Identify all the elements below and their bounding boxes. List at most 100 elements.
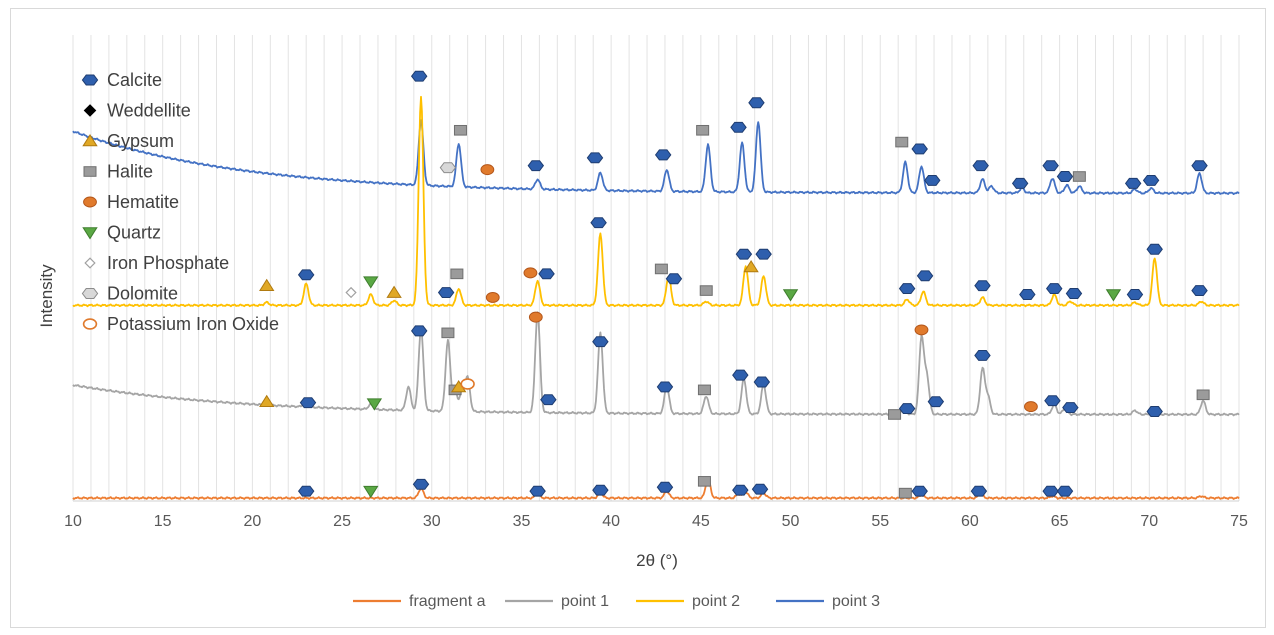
phase-marker-hexagon: [1056, 485, 1074, 497]
phase-legend-marker: [82, 134, 98, 147]
phase-marker-hexagon: [1062, 402, 1079, 414]
series-legend-label: point 2: [692, 593, 740, 610]
phase-marker-triangle-down: [782, 289, 799, 302]
phase-marker-square: [1196, 389, 1210, 401]
phase-legend-label: Dolomite: [107, 284, 178, 304]
phase-marker-diamond-open: [345, 286, 357, 299]
phase-marker-hexagon: [412, 478, 430, 490]
series-legend: fragment a point 1 point 2 point 3: [353, 593, 880, 610]
phase-marker-hexagon: [1042, 485, 1059, 497]
phase-marker-hexagon: [1124, 177, 1142, 189]
phase-marker-ellipse: [528, 311, 543, 323]
x-axis-title: 2θ (°): [636, 551, 678, 570]
phase-marker-ellipse: [523, 267, 538, 279]
phase-marker-square: [898, 487, 912, 499]
phase-legend-label: Quartz: [107, 223, 161, 243]
phase-marker-hexagon: [656, 381, 674, 393]
phase-legend-marker: [81, 74, 99, 86]
phase-marker-hexagon: [898, 283, 916, 295]
phase-marker-triangle-down: [366, 398, 383, 411]
x-tick-label: 60: [961, 513, 979, 530]
phase-marker-square: [697, 384, 711, 396]
series-legend-label: point 1: [561, 593, 609, 610]
phase-marker-hexagon: [753, 376, 771, 388]
x-tick-label: 15: [154, 513, 172, 530]
phase-marker-hexagon: [538, 268, 555, 280]
phase-legend-marker: [83, 196, 97, 208]
phase-marker-hexagon: [730, 121, 747, 133]
phase-marker-hexagon: [410, 325, 428, 337]
x-tick-label: 30: [423, 513, 441, 530]
phase-marker-hexagon: [1019, 289, 1036, 300]
phase-marker-hexagon: [437, 287, 455, 298]
phase-marker-hexagon: [735, 248, 753, 260]
phase-marker-hexagon: [1191, 160, 1208, 172]
phase-marker-square: [450, 268, 464, 280]
phase-marker-triangle-down: [363, 276, 379, 289]
phase-marker-square: [888, 409, 902, 420]
phase-marker-square: [697, 476, 711, 487]
x-tick-label: 25: [333, 513, 351, 530]
phase-legend-marker: [82, 318, 98, 330]
phase-legend-label: Calcite: [107, 70, 162, 90]
phase-marker-hexagon: [410, 70, 428, 82]
phase-marker-hexagon: [1191, 285, 1208, 297]
phase-marker-hexagon: [1044, 395, 1061, 407]
phase-marker-square: [699, 285, 713, 296]
x-tick-label: 75: [1230, 513, 1248, 530]
phase-marker-hexagon: [751, 483, 769, 495]
phase-marker-hexagon: [1011, 177, 1029, 189]
gridlines: [72, 35, 1240, 501]
chart-frame: 10 15 20 25 30 35 40 45 50 55 60 65 70 75 2θ (°) Inte…: [10, 8, 1266, 628]
x-tick-label: 65: [1051, 513, 1069, 530]
phase-marker-hexagon: [299, 397, 317, 409]
phase-marker-hexagon: [592, 484, 609, 496]
series-lines: [72, 95, 1240, 500]
phase-marker-hexagon: [974, 350, 991, 361]
phase-legend-marker: [84, 257, 96, 269]
x-tick-label: 50: [782, 513, 800, 530]
series-legend-label: fragment a: [409, 593, 486, 610]
phase-marker-dolomite: [439, 162, 457, 174]
phase-marker-ellipse: [485, 291, 500, 303]
y-axis-title: Intensity: [37, 264, 56, 328]
phase-marker-hexagon: [924, 174, 941, 186]
phase-marker-hexagon: [1056, 171, 1074, 182]
phase-marker-hexagon: [540, 394, 557, 406]
phase-marker-hexagon: [1042, 160, 1059, 172]
phase-marker-hexagon: [1046, 283, 1063, 295]
phase-marker-ellipse-open: [460, 378, 475, 390]
phase-marker-triangle-up: [743, 260, 759, 273]
phase-marker-hexagon: [1126, 289, 1144, 300]
phase-marker-hexagon: [1146, 406, 1163, 417]
series-line-point-3: [72, 119, 1240, 196]
phase-marker-hexagon: [665, 273, 683, 285]
phase-marker-hexagon: [654, 149, 672, 161]
phase-legend-label: Weddellite: [107, 101, 191, 121]
phase-legend-label: Gypsum: [107, 131, 174, 151]
series-legend-label: point 3: [832, 593, 880, 610]
phase-marker-hexagon: [527, 160, 545, 172]
phase-marker-hexagon: [592, 336, 609, 348]
phase-marker-hexagon: [974, 280, 991, 292]
phase-marker-triangle-up: [259, 394, 275, 407]
phase-marker-hexagon: [972, 160, 989, 172]
x-tick-label: 40: [602, 513, 620, 530]
x-tick-label: 45: [692, 513, 710, 530]
phase-marker-hexagon: [916, 270, 934, 282]
series-line-point-2: [72, 95, 1240, 308]
phase-marker-triangle-down: [1105, 289, 1122, 302]
phase-marker-hexagon: [911, 143, 928, 155]
xrd-chart: 10 15 20 25 30 35 40 45 50 55 60 65 70 75 2θ (°) Inte…: [37, 35, 1248, 610]
phase-marker-hexagon: [1142, 174, 1160, 186]
phase-legend-marker: [82, 227, 98, 240]
x-tick-label: 10: [64, 513, 82, 530]
phase-legend-marker: [81, 288, 99, 299]
phase-marker-hexagon: [732, 484, 749, 496]
phase-marker-ellipse: [914, 324, 929, 336]
phase-marker-hexagon: [656, 481, 674, 493]
x-tick-label: 55: [871, 513, 889, 530]
x-tick-label: 20: [243, 513, 261, 530]
x-tick-label: 70: [1140, 513, 1158, 530]
phase-marker-hexagon: [529, 485, 546, 497]
